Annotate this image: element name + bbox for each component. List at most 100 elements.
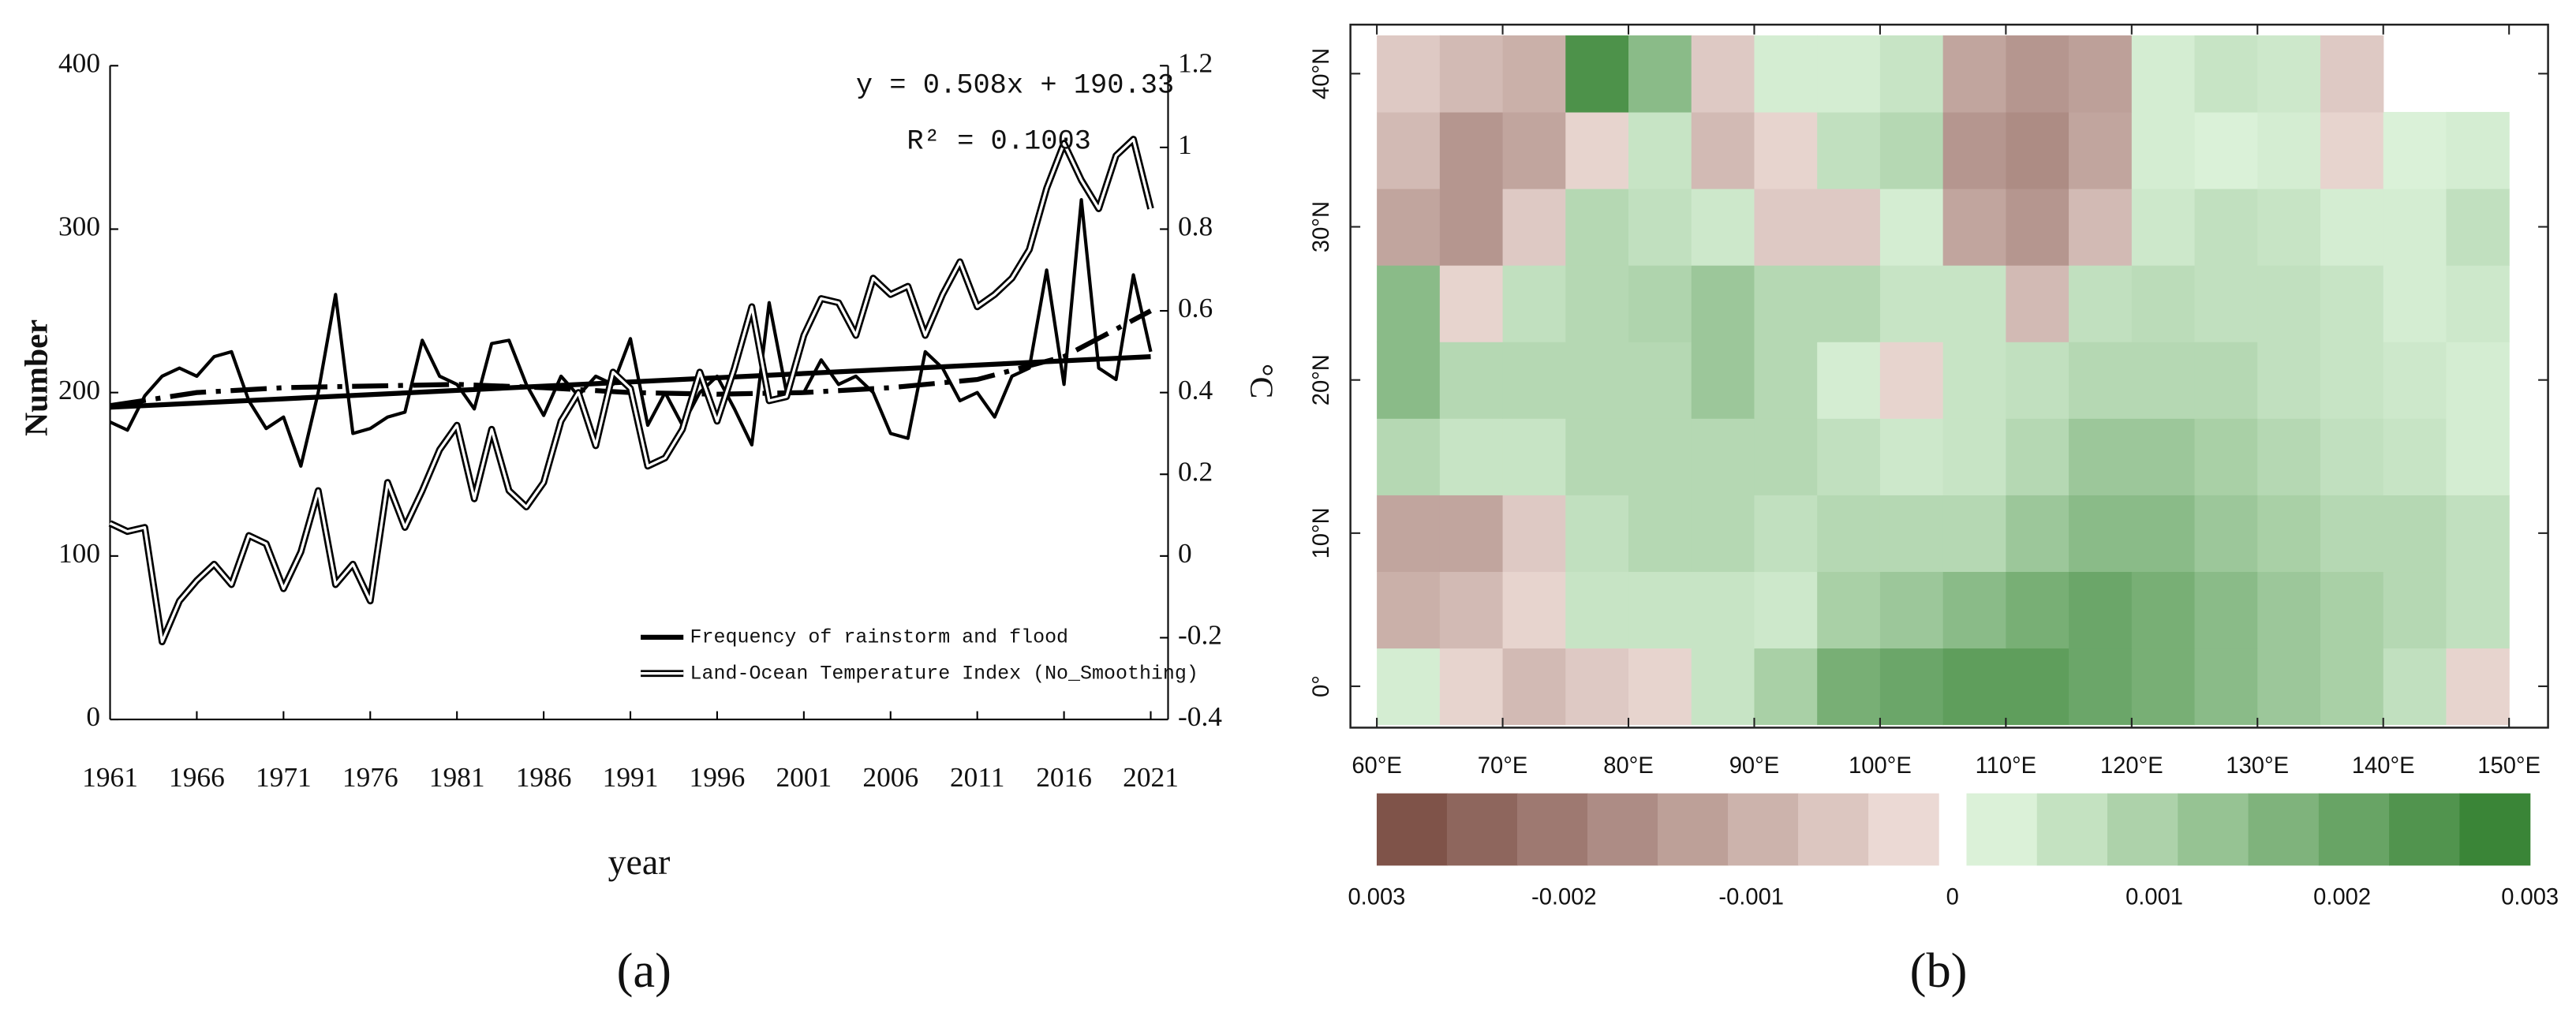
x-tick-label: 2021 <box>1123 761 1179 793</box>
grid-cell <box>2257 265 2321 342</box>
grid-cell <box>2257 648 2321 726</box>
y2-tick-label: 1.2 <box>1178 47 1213 78</box>
grid-cell <box>1691 418 1755 495</box>
grid-cell <box>1628 418 1692 495</box>
grid-cell <box>2320 111 2384 189</box>
colorbar-block <box>1658 793 1729 866</box>
x-tick-label: 150°E <box>2477 753 2540 779</box>
grid-cell <box>1502 571 1566 649</box>
grid-cell <box>2194 188 2258 266</box>
grid-cell <box>1817 571 1881 649</box>
grid-cell <box>1817 111 1881 189</box>
y-axis-label: Number <box>19 319 55 436</box>
x-tick-label: 60°E <box>1352 753 1402 779</box>
grid-cell <box>2194 495 2258 573</box>
colorbar-block <box>1868 793 1939 866</box>
grid-cell <box>1942 188 2006 266</box>
grid-cell <box>1942 342 2006 419</box>
grid-cell <box>2069 342 2133 419</box>
grid-cell <box>1691 648 1755 726</box>
grid-cell <box>1439 418 1504 495</box>
colorbar-tick-label: 0.003 <box>2501 885 2559 910</box>
y2-axis-label: °C <box>1243 364 1279 398</box>
grid-cell <box>2131 648 2196 726</box>
grid-cell <box>2320 342 2384 419</box>
grid-cell <box>1502 265 1566 342</box>
grid-cell <box>1628 265 1692 342</box>
grid-cell <box>1879 111 1944 189</box>
y-tick-label: 0 <box>86 700 100 732</box>
grid-cell <box>1691 35 1755 113</box>
grid-cell <box>2069 35 2133 113</box>
x-tick-label: 1991 <box>603 761 659 793</box>
grid-cell <box>1628 495 1692 573</box>
grid-cell <box>2069 265 2133 342</box>
grid-cell <box>2131 265 2196 342</box>
x-tick-label: 2016 <box>1036 761 1092 793</box>
grid-cell <box>1754 188 1818 266</box>
grid-cell <box>1439 495 1504 573</box>
grid-cell <box>1754 342 1818 419</box>
series-line <box>109 198 1153 468</box>
grid-cell <box>1377 35 1441 113</box>
grid-cell <box>2383 342 2447 419</box>
x-tick-label: 1971 <box>256 761 312 793</box>
grid-cell <box>2131 418 2196 495</box>
grid-cell <box>2006 35 2069 113</box>
colorbar-block <box>1966 793 2038 866</box>
grid-cell <box>1691 265 1755 342</box>
grid-cell <box>2446 111 2510 189</box>
grid-cell <box>2257 571 2321 649</box>
x-tick-label: 130°E <box>2226 753 2289 779</box>
legend-label: Frequency of rainstorm and flood <box>690 626 1068 649</box>
grid-cell <box>1502 342 1566 419</box>
x-tick-label: 2006 <box>862 761 918 793</box>
grid-cell <box>2131 495 2196 573</box>
colorbar-block <box>1798 793 1869 866</box>
grid-cell <box>1879 648 1944 726</box>
grid-cell <box>1439 111 1504 189</box>
grid-cell <box>2194 571 2258 649</box>
y-tick-label: 40°N <box>1309 48 1334 99</box>
grid-cell <box>1691 111 1755 189</box>
grid-cell <box>1565 418 1629 495</box>
grid-cell <box>1879 35 1944 113</box>
colorbar-block <box>2036 793 2108 866</box>
colorbar-block <box>2459 793 2531 866</box>
annotation: y = 0.508x + 190.33 <box>856 70 1174 102</box>
grid-cell <box>1502 495 1566 573</box>
grid-cell <box>2320 418 2384 495</box>
grid-cell <box>2320 265 2384 342</box>
x-tick-label: 80°E <box>1603 753 1654 779</box>
grid-cell <box>2446 571 2510 649</box>
grid-cell <box>2194 648 2258 726</box>
grid-cell <box>2383 265 2447 342</box>
grid-cell <box>2383 188 2447 266</box>
grid-cell <box>1502 35 1566 113</box>
grid-cell <box>2069 648 2133 726</box>
y2-tick-label: 0.2 <box>1178 455 1213 487</box>
grid-cell <box>2446 495 2510 573</box>
grid-cell <box>1691 188 1755 266</box>
grid-cell <box>2257 111 2321 189</box>
y2-tick-label: 0 <box>1178 537 1192 569</box>
grid-cell <box>2131 571 2196 649</box>
grid-cell <box>1502 188 1566 266</box>
colorbar-block <box>2107 793 2178 866</box>
x-tick-label: 1976 <box>342 761 398 793</box>
grid-cell <box>1628 648 1692 726</box>
x-tick-label: 90°E <box>1729 753 1780 779</box>
grid-cell <box>1628 571 1692 649</box>
grid-cell <box>1817 342 1881 419</box>
grid-cell <box>2194 111 2258 189</box>
grid-cell <box>1565 571 1629 649</box>
grid-cell <box>1879 342 1944 419</box>
y-tick-label: 100 <box>58 537 100 569</box>
x-tick-label: 140°E <box>2352 753 2415 779</box>
grid-cell <box>1565 35 1629 113</box>
grid-cell <box>2257 35 2321 113</box>
grid-cell <box>2383 648 2447 726</box>
grid-cell <box>1439 571 1504 649</box>
grid-cell <box>1377 265 1441 342</box>
